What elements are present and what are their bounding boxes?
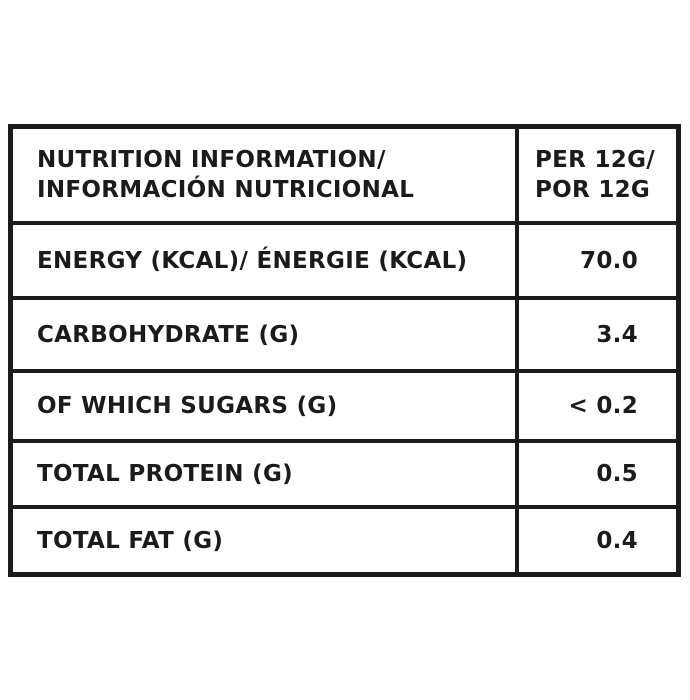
table-row-protein: TOTAL PROTEIN (G) 0.5 — [13, 443, 676, 505]
header-value-line-1: PER 12G/ — [535, 147, 655, 173]
row-divider — [13, 296, 676, 300]
row-divider — [13, 221, 676, 225]
row-value: 70.0 — [580, 247, 638, 274]
column-divider — [515, 129, 519, 572]
row-label: TOTAL PROTEIN (G) — [37, 461, 293, 487]
row-divider — [13, 369, 676, 373]
row-value: 0.5 — [596, 461, 638, 487]
header-value-cell: PER 12G/ POR 12G — [519, 129, 676, 221]
row-divider — [13, 505, 676, 509]
table-row-fat: TOTAL FAT (G) 0.4 — [13, 509, 676, 572]
row-value: 3.4 — [596, 321, 638, 348]
row-divider — [13, 439, 676, 443]
row-label: ENERGY (KCAL)/ ÉNERGIE (KCAL) — [37, 247, 468, 274]
nutrition-table: NUTRITION INFORMATION/ INFORMACIÓN NUTRI… — [8, 124, 681, 577]
header-label-line-1: NUTRITION INFORMATION/ — [37, 147, 386, 173]
table-row-sugars: OF WHICH SUGARS (G) < 0.2 — [13, 373, 676, 439]
table-header-row: NUTRITION INFORMATION/ INFORMACIÓN NUTRI… — [13, 129, 676, 221]
table-row-carbohydrate: CARBOHYDRATE (G) 3.4 — [13, 300, 676, 369]
row-label: TOTAL FAT (G) — [37, 527, 224, 554]
table-row-energy: ENERGY (KCAL)/ ÉNERGIE (KCAL) 70.0 — [13, 225, 676, 296]
header-value-line-2: POR 12G — [535, 177, 651, 203]
header-label-cell: NUTRITION INFORMATION/ INFORMACIÓN NUTRI… — [13, 129, 515, 221]
row-label: OF WHICH SUGARS (G) — [37, 393, 338, 419]
row-value: 0.4 — [596, 527, 638, 554]
row-label: CARBOHYDRATE (G) — [37, 321, 300, 348]
header-label-line-2: INFORMACIÓN NUTRICIONAL — [37, 177, 415, 203]
row-value: < 0.2 — [568, 393, 638, 419]
